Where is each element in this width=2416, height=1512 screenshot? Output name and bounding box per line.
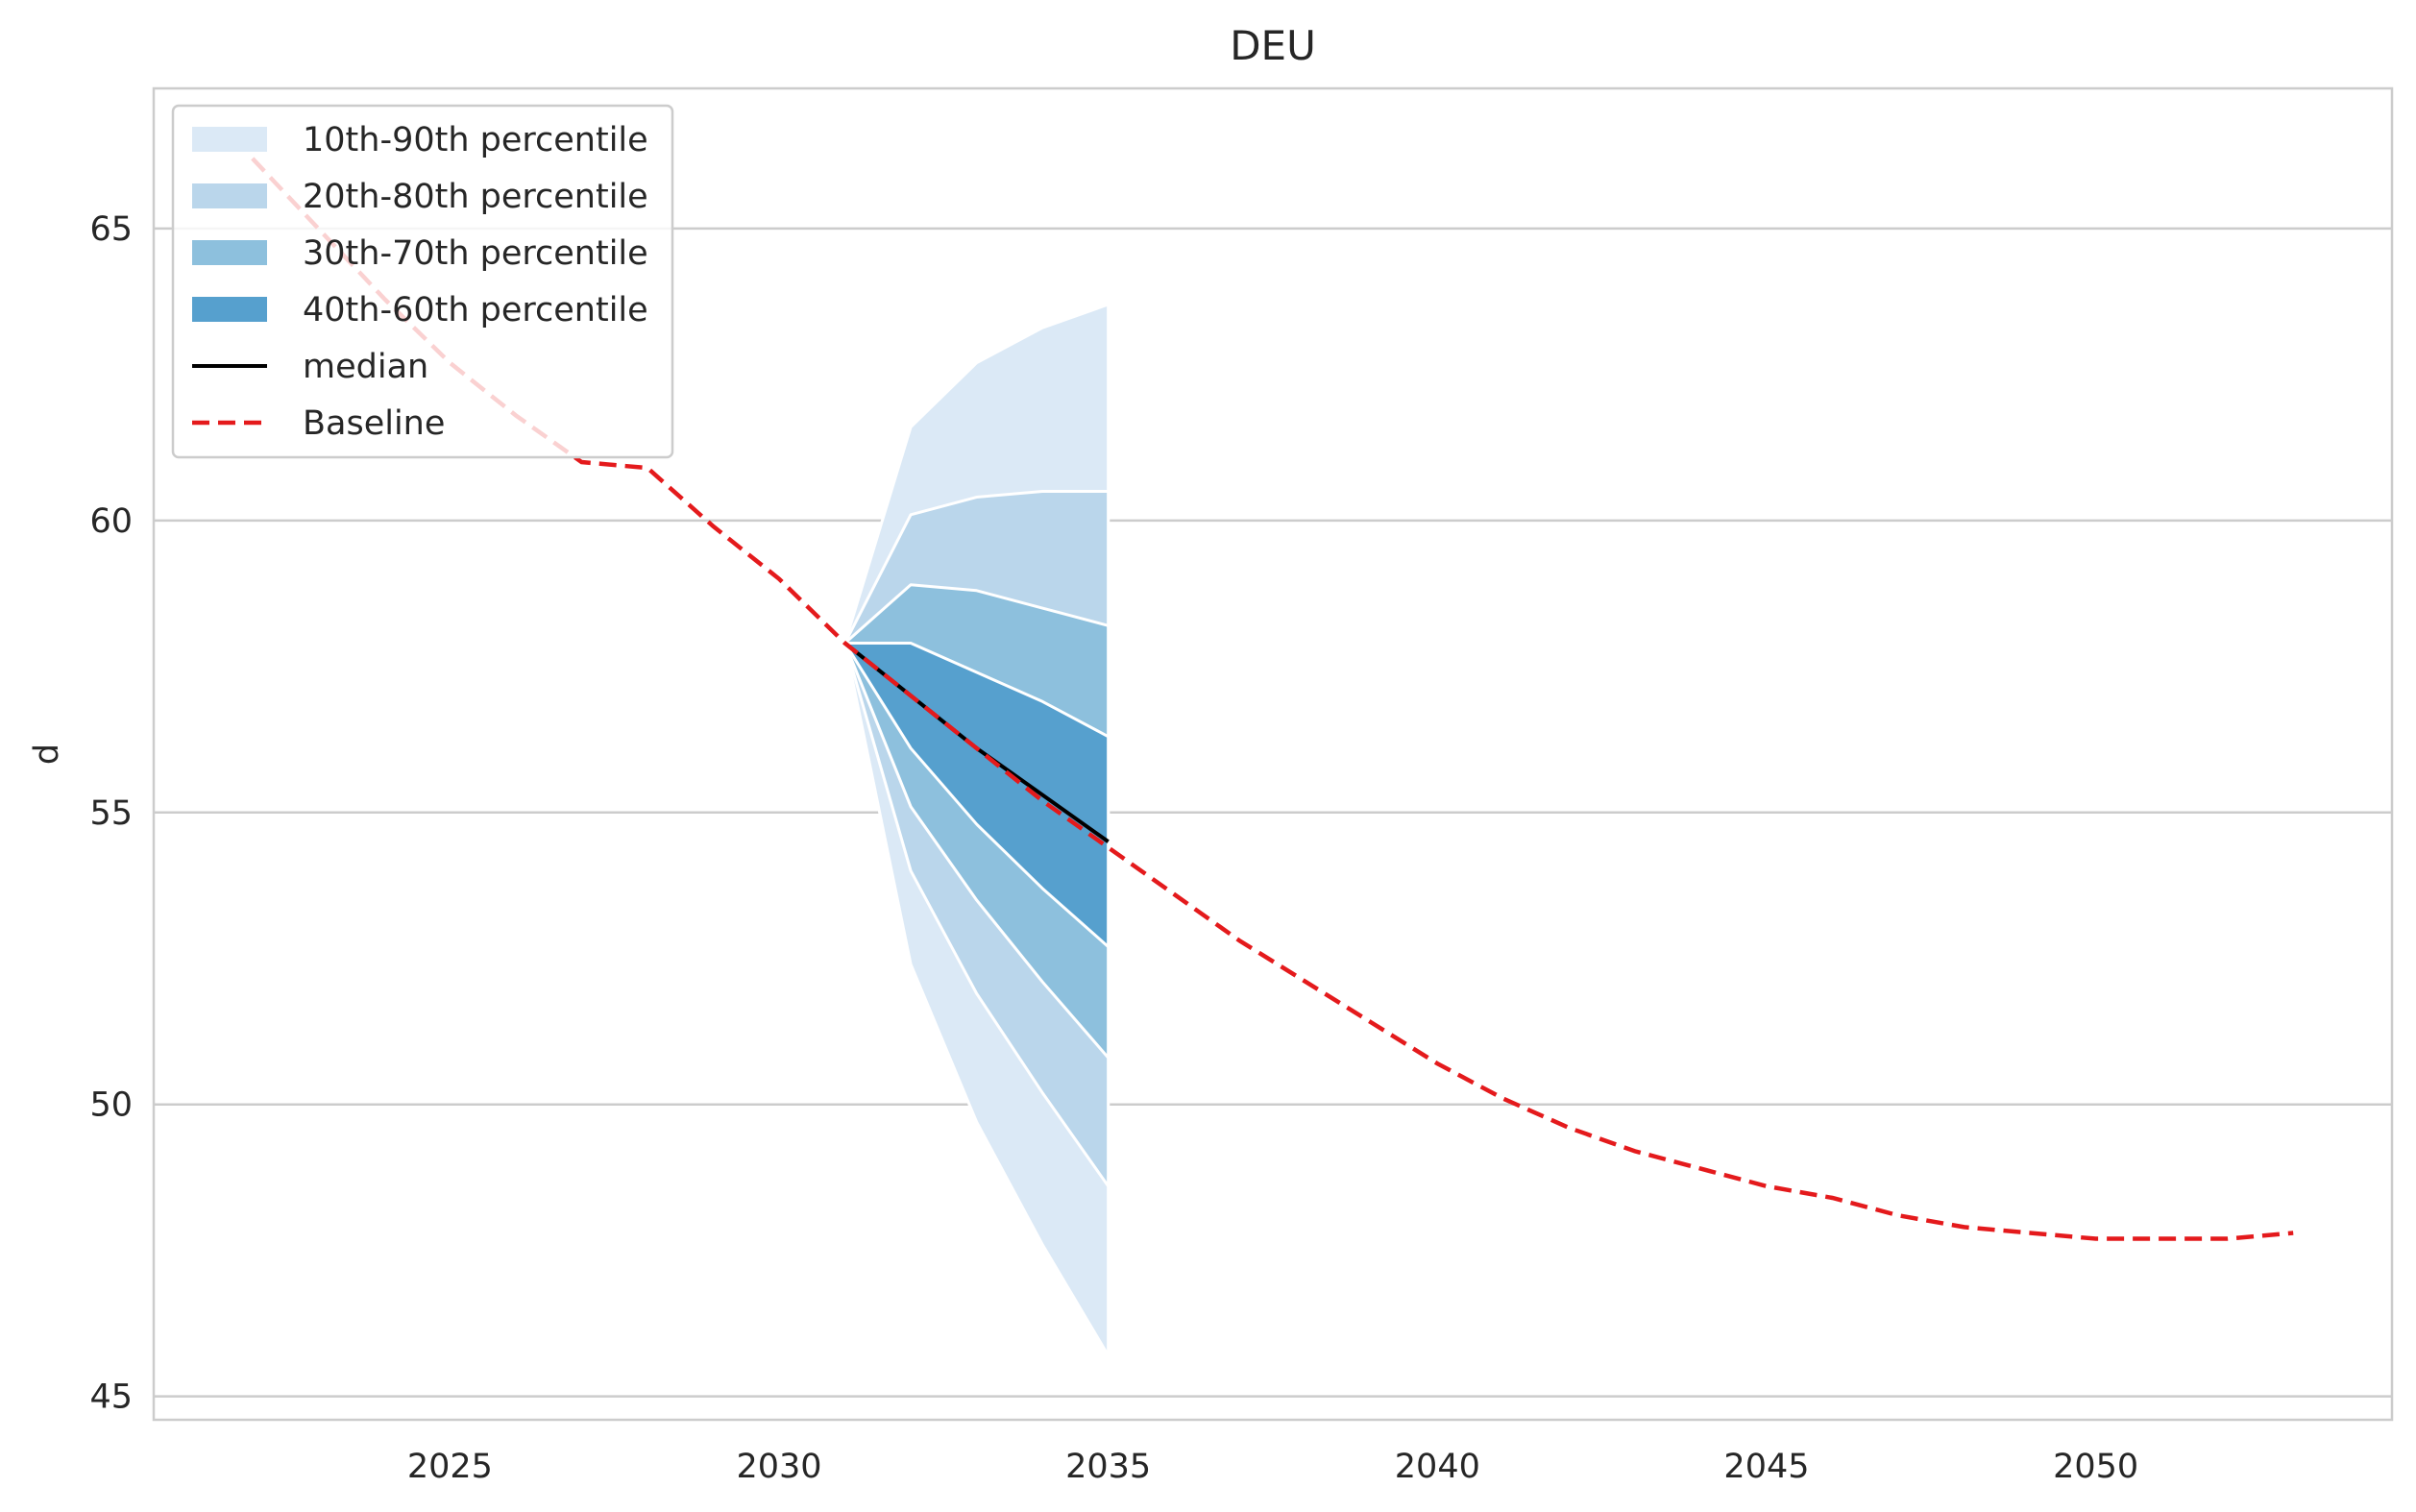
grid-lines	[154, 227, 2392, 1398]
legend-swatch-band-3	[192, 240, 267, 265]
x-tick-label: 2025	[407, 1448, 493, 1486]
legend-label: 40th-60th percentile	[303, 291, 648, 329]
legend: 10th-90th percentile 20th-80th percentile…	[171, 104, 674, 459]
legend-label: 30th-70th percentile	[303, 234, 648, 273]
legend-swatch-band-2	[192, 183, 267, 208]
x-tick-label: 2045	[1723, 1448, 1809, 1486]
baseline-line	[251, 157, 2294, 1241]
plot-frame	[152, 86, 2394, 1422]
x-tick-label: 2030	[736, 1448, 821, 1486]
legend-swatch-band-1	[192, 127, 267, 152]
axis-ticks: 45 50 55 60 65 2025 2030 2035 2040 2045 2050	[89, 210, 2138, 1486]
legend-box	[171, 104, 674, 459]
x-tick-label: 2040	[1395, 1448, 1480, 1486]
x-tick-label: 2050	[2053, 1448, 2138, 1486]
legend-label: 20th-80th percentile	[303, 178, 648, 216]
legend-swatch-band-4	[192, 297, 267, 322]
legend-label: Baseline	[303, 404, 445, 443]
y-tick-label: 45	[89, 1378, 133, 1417]
legend-label: 10th-90th percentile	[303, 121, 648, 159]
y-tick-label: 50	[89, 1086, 133, 1125]
y-tick-label: 60	[89, 502, 133, 541]
series-lines	[251, 157, 2294, 1241]
y-axis-label: d	[28, 744, 66, 765]
legend-label: median	[303, 348, 428, 386]
y-tick-label: 65	[89, 210, 133, 249]
x-tick-label: 2035	[1065, 1448, 1151, 1486]
percentile-bands	[843, 303, 1110, 1357]
y-tick-label: 55	[89, 794, 133, 833]
chart-title: DEU	[1230, 22, 1316, 69]
